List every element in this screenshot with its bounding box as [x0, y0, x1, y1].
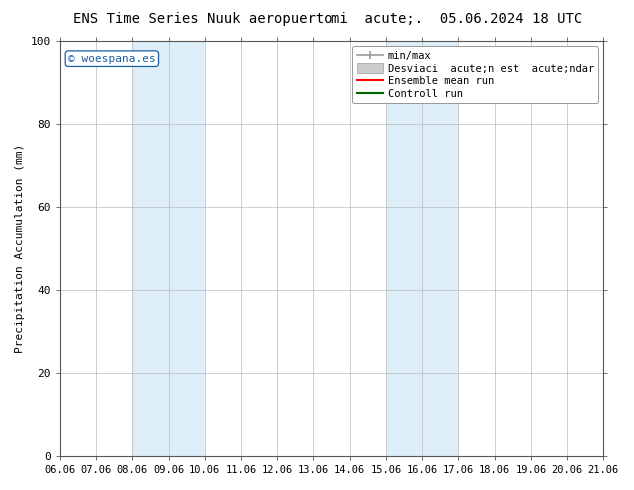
Bar	[133, 41, 205, 456]
Y-axis label: Precipitation Accumulation (mm): Precipitation Accumulation (mm)	[15, 144, 25, 353]
Text: ENS Time Series Nuuk aeropuerto: ENS Time Series Nuuk aeropuerto	[73, 12, 333, 26]
Text: © woespana.es: © woespana.es	[68, 54, 156, 64]
Legend: min/max, Desviaci  acute;n est  acute;ndar, Ensemble mean run, Controll run: min/max, Desviaci acute;n est acute;ndar…	[353, 47, 598, 103]
Text: mi  acute;.  05.06.2024 18 UTC: mi acute;. 05.06.2024 18 UTC	[331, 12, 582, 26]
Bar	[386, 41, 458, 456]
